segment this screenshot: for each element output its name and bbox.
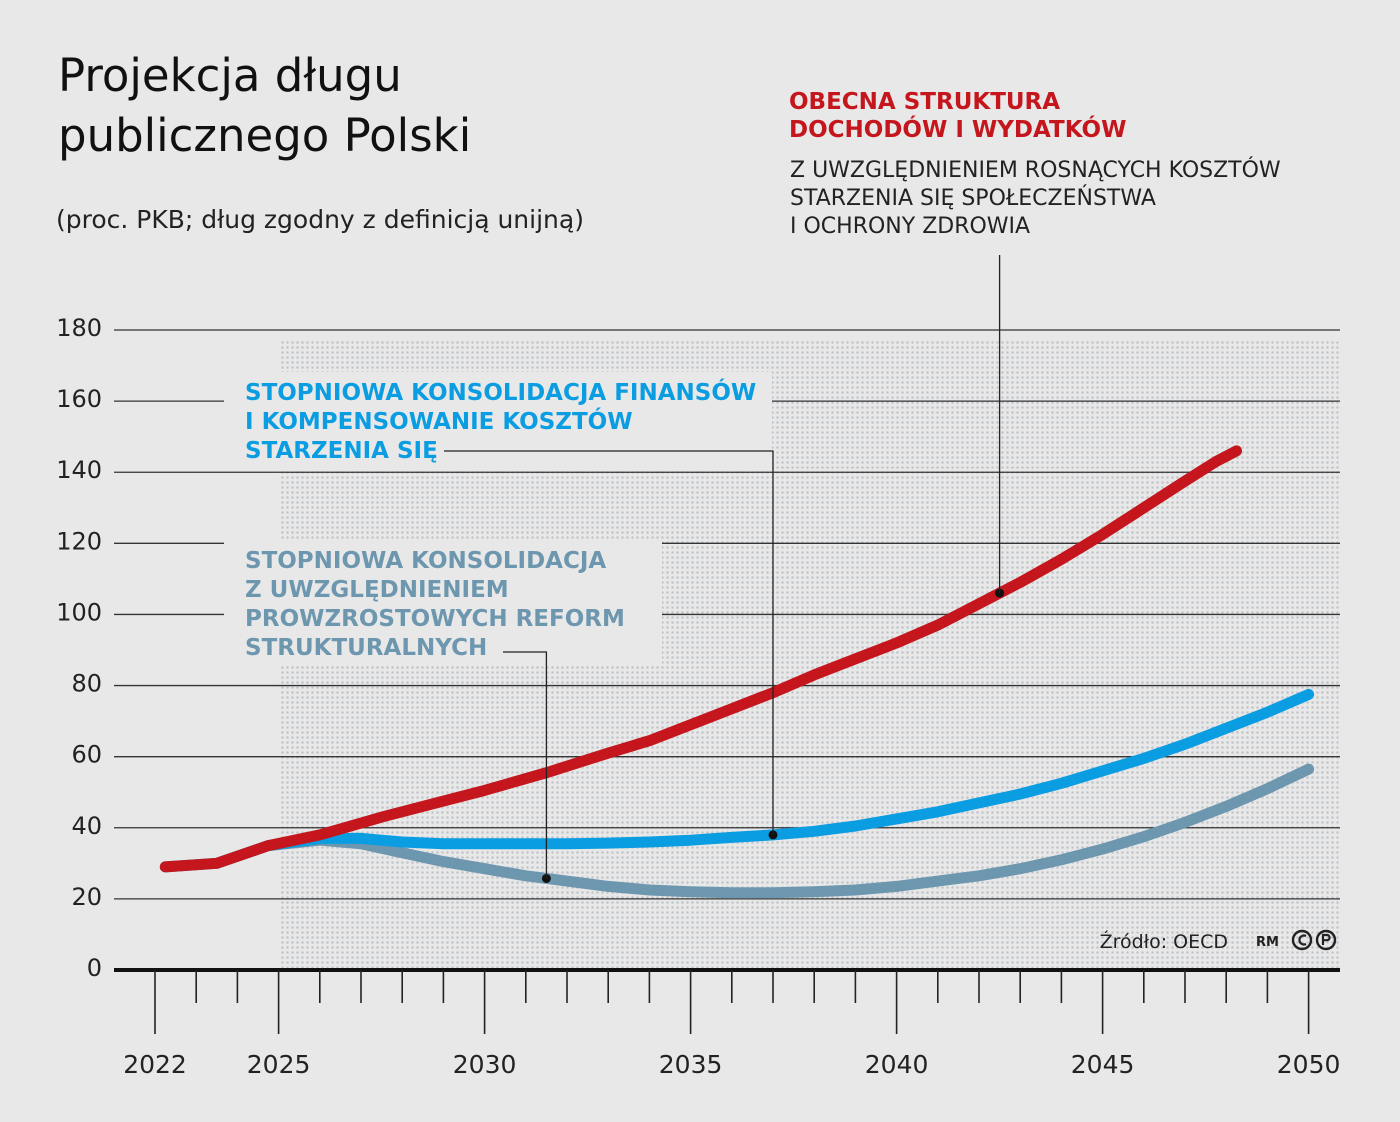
y-tick-label-0: 0 [87,954,102,982]
x-tick-label-2050: 2050 [1277,1050,1341,1079]
series-label-2-line-2: I KOMPENSOWANIE KOSZTÓW [245,407,633,435]
series-label-2-line-3: STARZENIA SIĘ [245,438,438,464]
label-background [224,372,772,470]
y-tick-label-100: 100 [56,598,102,626]
series-label-1-line-2: DOCHODÓW I WYDATKÓW [789,115,1126,143]
phonogram-icon [1315,929,1337,951]
chart-title: Projekcja długu publicznego Polski [58,46,471,166]
series-line-3 [262,763,1315,899]
series-label-1-line-1: OBECNA STRUKTURA [789,89,1060,115]
series-label-3-line-3: PROWZROSTOWYCH REFORM [245,606,625,632]
y-tick-label-60: 60 [71,741,102,769]
leader-line-2 [444,450,774,835]
y-tick-label-40: 40 [71,812,102,840]
y-tick-label-20: 20 [71,883,102,911]
series-note-1-line-3: I OCHRONY ZDROWIA [790,214,1030,239]
series-label-3-line-1: STOPNIOWA KONSOLIDACJA [245,548,606,574]
x-tick-label-2045: 2045 [1071,1050,1135,1079]
series-label-3-line-2: Z UWZGLĘDNIENIEM [245,577,509,603]
chart-title-line-2: publicznego Polski [58,109,472,162]
source-note: Źródło: OECD [1100,930,1228,953]
leader-line-3 [503,651,548,879]
label-background [224,540,662,666]
x-tick-label-2030: 2030 [453,1050,517,1079]
series-label-3-line-4: STRUKTURALNYCH [245,635,487,661]
x-tick-label-2022: 2022 [123,1050,187,1079]
y-tick-label-120: 120 [56,527,102,555]
series-label-2-line-1: STOPNIOWA KONSOLIDACJA FINANSÓW [245,378,756,406]
x-tick-label-2035: 2035 [659,1050,723,1079]
credit-initials: RM [1256,935,1279,950]
x-tick-label-2040: 2040 [865,1050,929,1079]
y-tick-label-80: 80 [71,670,102,698]
y-tick-label-180: 180 [56,314,102,342]
chart-subtitle: (proc. PKB; dług zgodny z definicją unij… [56,205,584,234]
series-line-2 [159,688,1315,873]
chart-title-line-1: Projekcja długu [58,49,402,102]
y-tick-label-160: 160 [56,385,102,413]
x-tick-label-2025: 2025 [247,1050,311,1079]
y-tick-label-140: 140 [56,456,102,484]
copyright-icon [1291,929,1313,951]
series-note-1-line-2: STARZENIA SIĘ SPOŁECZEŃSTWA [790,185,1156,211]
series-note-1-line-1: Z UWZGLĘDNIENIEM ROSNĄCYCH KOSZTÓW [790,157,1281,183]
